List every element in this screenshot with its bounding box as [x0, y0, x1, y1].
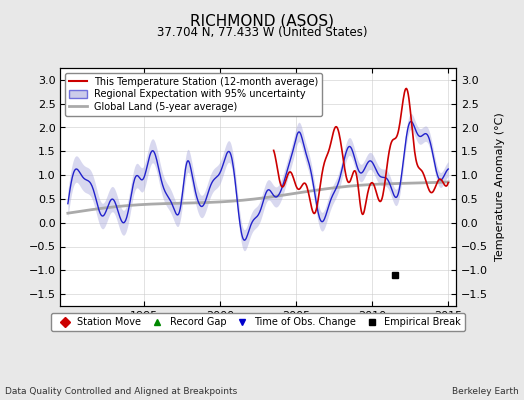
Text: 37.704 N, 77.433 W (United States): 37.704 N, 77.433 W (United States) — [157, 26, 367, 39]
Text: Data Quality Controlled and Aligned at Breakpoints: Data Quality Controlled and Aligned at B… — [5, 387, 237, 396]
Legend: Station Move, Record Gap, Time of Obs. Change, Empirical Break: Station Move, Record Gap, Time of Obs. C… — [51, 313, 465, 331]
Text: RICHMOND (ASOS): RICHMOND (ASOS) — [190, 14, 334, 29]
Text: Berkeley Earth: Berkeley Earth — [452, 387, 519, 396]
Y-axis label: Temperature Anomaly (°C): Temperature Anomaly (°C) — [495, 113, 505, 261]
